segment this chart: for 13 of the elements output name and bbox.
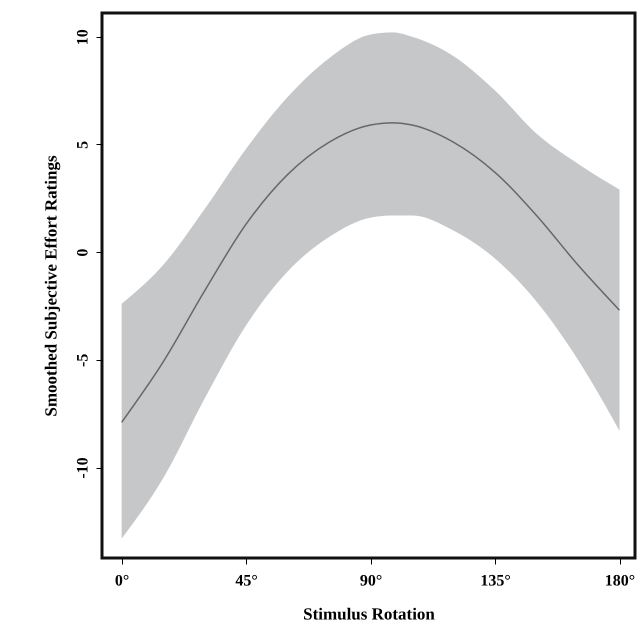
y-axis-title: Smoothed Subjective Effort Ratings	[42, 155, 60, 417]
x-tick-label: 90°	[360, 572, 382, 590]
x-axis-title: Stimulus Rotation	[303, 604, 436, 624]
x-tick-label: 135°	[480, 572, 511, 590]
line-series	[120, 122, 620, 424]
x-tick-label: 45°	[235, 572, 258, 590]
y-tick-label: 10	[74, 29, 92, 46]
y-tick-label: -10	[74, 457, 92, 479]
y-tick-label: 0	[74, 248, 92, 257]
y-tick-label: -5	[74, 354, 92, 367]
x-tick-label: 0°	[114, 572, 130, 590]
x-tick-label: 180°	[604, 572, 636, 590]
y-tick-label: 5	[74, 140, 92, 149]
